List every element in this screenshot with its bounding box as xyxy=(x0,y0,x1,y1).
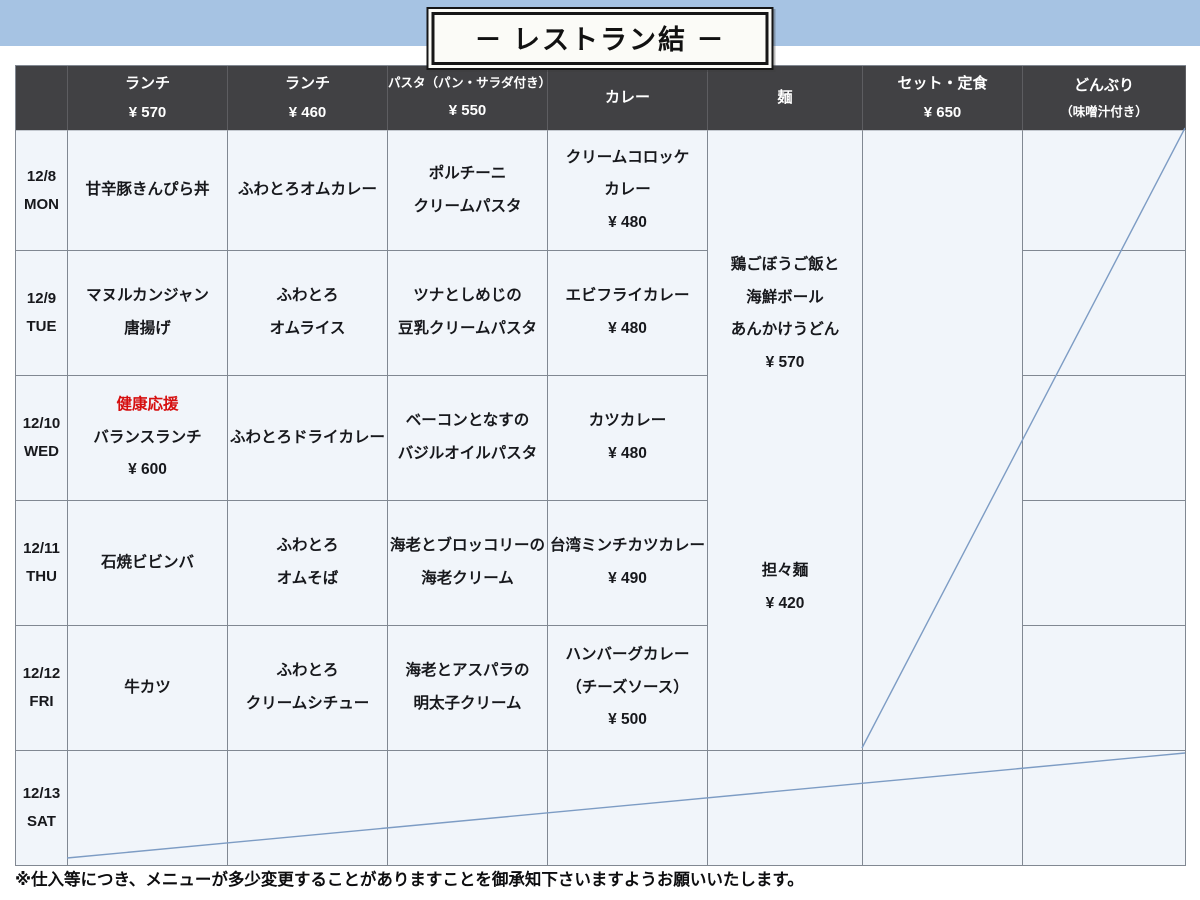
cell-curry-tue: エビフライカレー ¥ 480 xyxy=(548,251,708,376)
cell-donburi-mon-empty xyxy=(1023,131,1186,251)
cell-pasta-wed: ベーコンとなすの バジルオイルパスタ xyxy=(388,376,548,501)
header-label: カレー xyxy=(604,89,650,107)
cell-pasta-tue: ツナとしめじの 豆乳クリームパスタ xyxy=(388,251,548,376)
cell-lunch570-mon: 甘辛豚きんぴら丼 xyxy=(68,131,228,251)
header-label: セット・定食 xyxy=(897,74,988,92)
date-label: 12/10 xyxy=(22,415,61,433)
cell-pasta-sat-empty xyxy=(388,751,548,866)
noodle-udon-item: 鶏ごぼうご飯と 海鮮ボール あんかけうどん ¥ 570 xyxy=(730,256,840,371)
header-label: パスタ（パン・サラダ付き） xyxy=(388,76,548,91)
header-sub-label: （味噌汁付き） xyxy=(1060,105,1148,120)
cell-pasta-mon: ポルチーニ クリームパスタ xyxy=(388,131,548,251)
date-label: 12/11 xyxy=(23,540,60,558)
cell-donburi-thu-empty xyxy=(1023,501,1186,626)
noodle-tantanmen-item: 担々麺 ¥ 420 xyxy=(761,562,809,612)
header-price: ¥ 550 xyxy=(448,101,487,119)
day-cell-mon: 12/8 MON xyxy=(16,131,68,251)
cell-curry-fri: ハンバーグカレー （チーズソース） ¥ 500 xyxy=(548,626,708,751)
header-lunch-460: ランチ ¥ 460 xyxy=(228,66,388,131)
cell-lunch570-sat-empty xyxy=(68,751,228,866)
cell-noodle-sat-empty xyxy=(708,751,863,866)
cell-donburi-fri-empty xyxy=(1023,626,1186,751)
cell-lunch570-tue: マヌルカンジャン 唐揚げ xyxy=(68,251,228,376)
header-curry: カレー xyxy=(548,66,708,131)
header-price: ¥ 460 xyxy=(288,104,327,121)
day-cell-sat: 12/13 SAT xyxy=(16,751,68,866)
header-label: どんぶり xyxy=(1073,77,1134,95)
dow-label: SAT xyxy=(27,813,56,830)
dow-label: THU xyxy=(26,568,57,585)
header-day-corner xyxy=(16,66,68,131)
day-cell-fri: 12/12 FRI xyxy=(16,626,68,751)
header-lunch-570: ランチ ¥ 570 xyxy=(68,66,228,131)
footer-disclaimer: ※仕入等につき、メニューが多少変更することがありますことを御承知下さいますようお… xyxy=(15,871,804,889)
date-label: 12/12 xyxy=(22,665,61,683)
cell-lunch460-mon: ふわとろオムカレー xyxy=(228,131,388,251)
date-label: 12/8 xyxy=(26,167,57,185)
header-label: 麺 xyxy=(777,89,793,107)
header-label: ランチ xyxy=(284,74,330,92)
cell-set-merged-empty xyxy=(863,131,1023,751)
header-price: ¥ 570 xyxy=(128,104,167,121)
cell-donburi-sat-empty xyxy=(1023,751,1186,866)
cell-curry-sat-empty xyxy=(548,751,708,866)
cell-pasta-fri: 海老とアスパラの 明太子クリーム xyxy=(388,626,548,751)
cell-donburi-tue-empty xyxy=(1023,251,1186,376)
cell-text: バランスランチ ¥ 600 xyxy=(93,428,202,479)
cell-curry-mon: クリームコロッケ カレー ¥ 480 xyxy=(548,131,708,251)
cell-noodle-merged: 鶏ごぼうご飯と 海鮮ボール あんかけうどん ¥ 570 担々麺 ¥ 420 xyxy=(708,131,863,751)
day-cell-thu: 12/11 THU xyxy=(16,501,68,626)
health-support-label: 健康応援 xyxy=(116,396,179,414)
cell-curry-wed: カツカレー ¥ 480 xyxy=(548,376,708,501)
date-label: 12/13 xyxy=(22,785,61,803)
dow-label: FRI xyxy=(29,693,54,710)
page-title: － レストラン結 － xyxy=(431,12,769,65)
date-label: 12/9 xyxy=(26,290,57,308)
dow-label: TUE xyxy=(26,318,57,335)
header-noodle: 麺 xyxy=(708,66,863,131)
cell-lunch460-wed: ふわとろドライカレー xyxy=(228,376,388,501)
cell-lunch460-thu: ふわとろ オムそば xyxy=(228,501,388,626)
cell-curry-thu: 台湾ミンチカツカレー ¥ 490 xyxy=(548,501,708,626)
day-cell-tue: 12/9 TUE xyxy=(16,251,68,376)
header-set-teishoku: セット・定食 ¥ 650 xyxy=(863,66,1023,131)
header-donburi: どんぶり （味噌汁付き） xyxy=(1023,66,1186,131)
header-pasta: パスタ（パン・サラダ付き） ¥ 550 xyxy=(388,66,548,131)
cell-donburi-wed-empty xyxy=(1023,376,1186,501)
cell-lunch460-fri: ふわとろ クリームシチュー xyxy=(228,626,388,751)
restaurant-title-box: － レストラン結 － xyxy=(426,7,774,70)
cell-lunch460-tue: ふわとろ オムライス xyxy=(228,251,388,376)
cell-pasta-thu: 海老とブロッコリーの 海老クリーム xyxy=(388,501,548,626)
day-cell-wed: 12/10 WED xyxy=(16,376,68,501)
cell-set-sat-empty xyxy=(863,751,1023,866)
dow-label: MON xyxy=(24,195,59,213)
weekly-menu-table: ランチ ¥ 570 ランチ ¥ 460 パスタ（パン・サラダ付き） ¥ 550 … xyxy=(15,65,1186,866)
header-label: ランチ xyxy=(124,74,170,92)
cell-lunch570-thu: 石焼ビビンバ xyxy=(68,501,228,626)
dow-label: WED xyxy=(24,443,59,460)
cell-lunch570-wed: 健康応援 バランスランチ ¥ 600 xyxy=(68,376,228,501)
header-price: ¥ 650 xyxy=(923,104,962,121)
cell-lunch460-sat-empty xyxy=(228,751,388,866)
cell-lunch570-fri: 牛カツ xyxy=(68,626,228,751)
